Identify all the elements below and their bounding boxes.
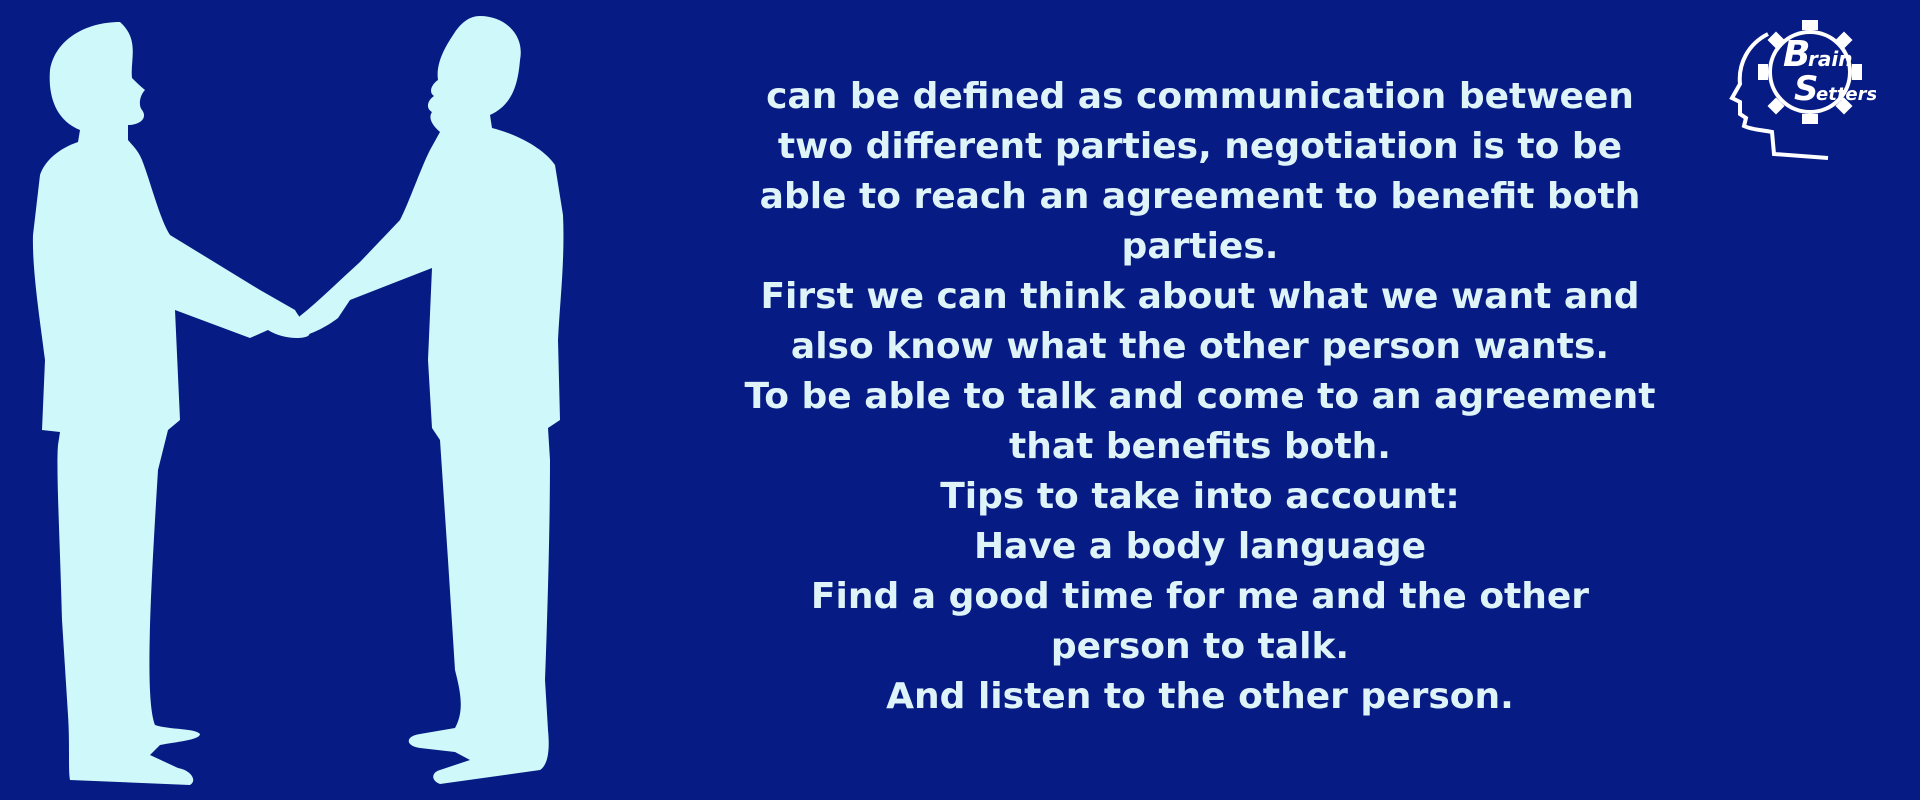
logo-letter-s: S — [1794, 69, 1819, 109]
negotiation-text-block: can be defined as communication between … — [740, 72, 1660, 722]
right-man-silhouette — [293, 16, 564, 784]
text-paragraph: Tips to take into account: — [940, 476, 1460, 517]
logo-word-etters: etters — [1816, 84, 1876, 105]
text-paragraph: To be able to talk and come to an agreem… — [744, 376, 1656, 467]
text-paragraph: Have a body language — [973, 526, 1427, 567]
text-paragraph: First we can think about what we want an… — [760, 276, 1640, 367]
text-paragraph: Find a good time for me and the other pe… — [810, 576, 1590, 667]
brain-gear-head-icon: B rain S etters — [1729, 20, 1876, 160]
handshake-silhouette-icon — [32, 16, 564, 785]
logo-letter-b: B — [1783, 34, 1810, 75]
left-man-silhouette — [32, 22, 310, 785]
text-paragraph: can be defined as communication between … — [759, 76, 1641, 267]
text-paragraph: And listen to the other person. — [886, 676, 1514, 717]
logo-word-rain: rain — [1808, 47, 1852, 71]
